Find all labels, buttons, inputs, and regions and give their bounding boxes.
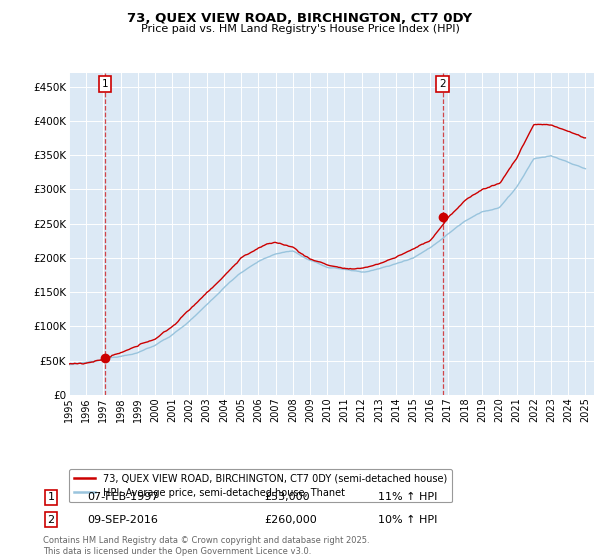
Text: 2: 2	[439, 79, 446, 89]
Text: Contains HM Land Registry data © Crown copyright and database right 2025.
This d: Contains HM Land Registry data © Crown c…	[43, 536, 370, 556]
Text: 1: 1	[102, 79, 109, 89]
Legend: 73, QUEX VIEW ROAD, BIRCHINGTON, CT7 0DY (semi-detached house), HPI: Average pri: 73, QUEX VIEW ROAD, BIRCHINGTON, CT7 0DY…	[69, 469, 452, 502]
Text: 11% ↑ HPI: 11% ↑ HPI	[378, 492, 437, 502]
Text: 10% ↑ HPI: 10% ↑ HPI	[378, 515, 437, 525]
Text: Price paid vs. HM Land Registry's House Price Index (HPI): Price paid vs. HM Land Registry's House …	[140, 24, 460, 34]
Text: 2: 2	[47, 515, 55, 525]
Text: £260,000: £260,000	[264, 515, 317, 525]
Text: 09-SEP-2016: 09-SEP-2016	[87, 515, 158, 525]
Text: 73, QUEX VIEW ROAD, BIRCHINGTON, CT7 0DY: 73, QUEX VIEW ROAD, BIRCHINGTON, CT7 0DY	[127, 12, 473, 25]
Text: 1: 1	[47, 492, 55, 502]
Text: £53,000: £53,000	[264, 492, 310, 502]
Text: 07-FEB-1997: 07-FEB-1997	[87, 492, 158, 502]
